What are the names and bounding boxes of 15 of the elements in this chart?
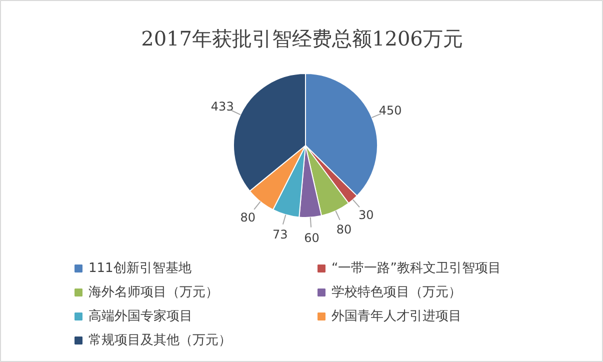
chart-title: 2017年获批引智经费总额1206万元 xyxy=(141,26,463,50)
data-label: 60 xyxy=(304,230,320,245)
legend-label: 高端外国专家项目 xyxy=(88,308,192,324)
data-label: 80 xyxy=(240,210,256,225)
legend-label: 常规项目及其他（万元） xyxy=(88,333,232,348)
legend-label: “一带一路”教科文卫引智项目 xyxy=(332,261,501,276)
legend-label: 外国青年人才引进项目 xyxy=(332,309,462,324)
legend-label: 海外名师项目（万元） xyxy=(88,285,218,300)
data-label: 450 xyxy=(378,103,402,118)
data-label: 433 xyxy=(210,100,234,114)
data-label: 73 xyxy=(272,227,288,242)
legend-label: 111创新引智基地 xyxy=(88,261,192,276)
data-label: 30 xyxy=(358,208,374,222)
data-label: 80 xyxy=(336,222,352,237)
legend-label: 学校特色项目（万元） xyxy=(332,285,462,300)
